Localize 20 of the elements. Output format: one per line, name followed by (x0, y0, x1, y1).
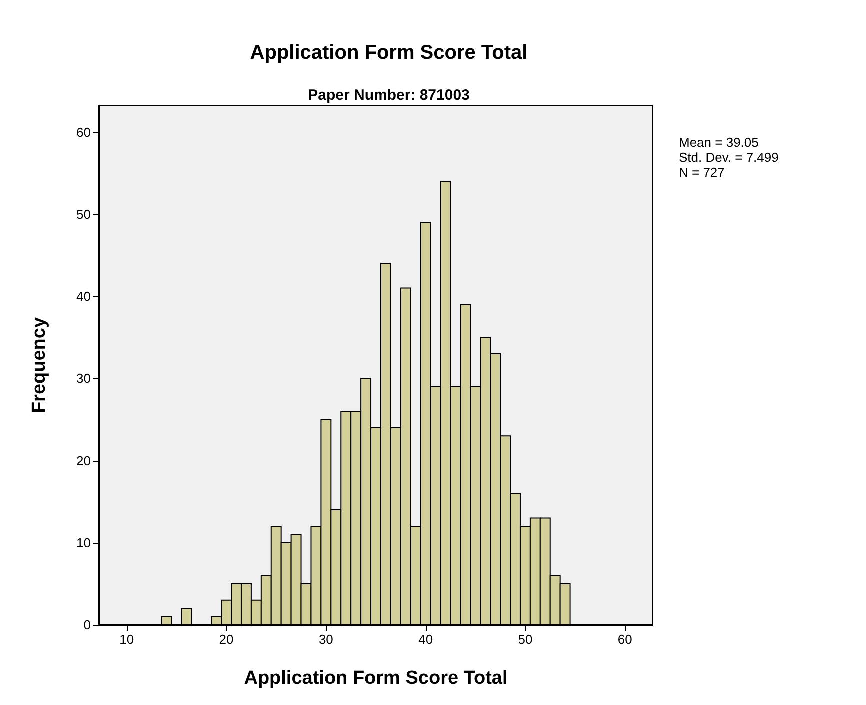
x-tick-label: 30 (318, 632, 334, 647)
x-tick-label: 10 (120, 632, 134, 647)
x-tick-label: 40 (418, 632, 434, 647)
y-tick-label: 0 (84, 618, 91, 632)
y-tick-label: 20 (76, 453, 91, 468)
y-axis-title: Frequency (29, 317, 50, 414)
y-tick-label: 60 (76, 124, 91, 140)
text: N = 727 (679, 165, 725, 180)
x-tick-label: 20 (219, 632, 234, 647)
chart-title: Application Form Score Total (250, 42, 528, 64)
text: Std. Dev. = 7.499 (679, 150, 779, 165)
chart-subtitle: Paper Number: 871003 (308, 87, 470, 104)
x-axis-title: Application Form Score Total (244, 668, 508, 689)
x-tick-label: 60 (618, 632, 632, 647)
y-tick-label: 50 (76, 206, 91, 222)
x-tick-label: 50 (518, 632, 533, 647)
y-tick-label: 10 (76, 535, 91, 550)
y-tick-label: 30 (76, 371, 91, 386)
text: Mean = 39.05 (679, 135, 759, 150)
y-tick-label: 40 (76, 289, 91, 304)
